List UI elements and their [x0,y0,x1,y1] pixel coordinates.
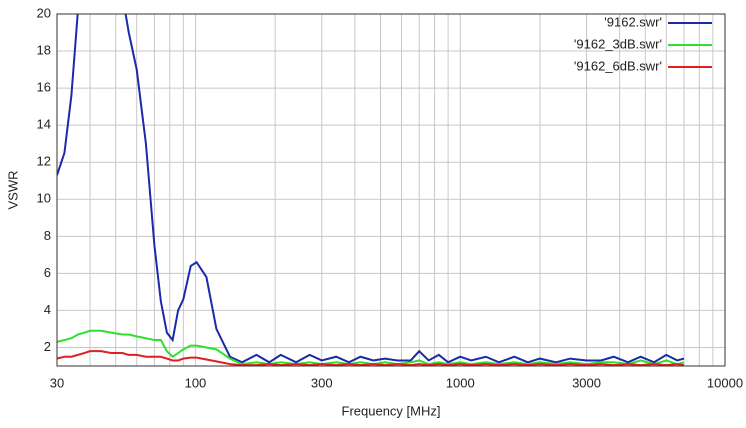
y-tick-label: 8 [44,228,51,243]
legend: '9162.swr' '9162_3dB.swr' '9162_6dB.swr' [574,14,712,73]
x-axis-label: Frequency [MHz] [342,403,441,418]
y-tick-label: 20 [37,5,51,20]
y-tick-label: 18 [37,42,51,57]
x-tick-label: 1000 [446,375,475,390]
y-tick-label: 16 [37,80,51,95]
series-line [57,14,685,364]
legend-label: '9162.swr' [604,14,662,29]
series-line [57,350,685,366]
y-tick-label: 10 [37,191,51,206]
plot-frame [56,13,726,367]
legend-label: '9162_3dB.swr' [574,36,662,51]
y-tick-label: 12 [37,154,51,169]
x-tick-label: 30 [50,375,64,390]
x-tick-label: 100 [185,375,207,390]
y-axis-label: VSWR [5,171,20,210]
y-tick-label: 6 [44,265,51,280]
y-tick-label: 14 [37,117,51,132]
x-tick-label: 10000 [707,375,743,390]
x-tick-label: 3000 [572,375,601,390]
y-tick-label: 4 [44,302,51,317]
legend-label: '9162_6dB.swr' [574,58,662,73]
y-tick-label: 2 [44,339,51,354]
plot-area [57,14,685,366]
x-tick-label: 300 [311,375,333,390]
